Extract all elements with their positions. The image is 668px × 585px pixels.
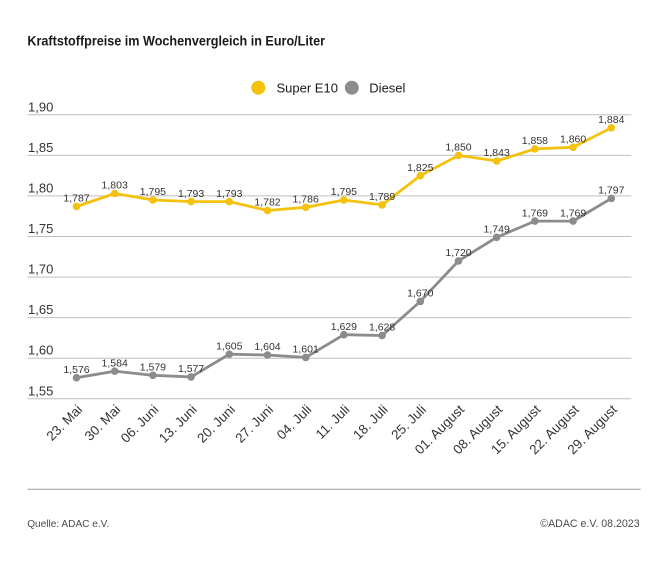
svg-text:1,789: 1,789 xyxy=(369,191,395,203)
svg-text:1,70: 1,70 xyxy=(28,262,53,277)
svg-text:1,795: 1,795 xyxy=(140,186,166,198)
svg-text:Kraftstoffpreise im Wochenverg: Kraftstoffpreise im Wochenvergleich in E… xyxy=(27,34,325,49)
svg-text:1,797: 1,797 xyxy=(598,185,624,197)
svg-text:1,720: 1,720 xyxy=(445,247,471,259)
svg-text:1,786: 1,786 xyxy=(293,194,319,206)
svg-text:1,795: 1,795 xyxy=(331,186,357,198)
svg-text:1,629: 1,629 xyxy=(331,321,357,333)
svg-text:1,749: 1,749 xyxy=(484,224,510,236)
svg-text:1,782: 1,782 xyxy=(254,197,280,209)
svg-text:1,858: 1,858 xyxy=(522,135,548,147)
svg-text:1,793: 1,793 xyxy=(216,188,242,200)
svg-text:1,601: 1,601 xyxy=(293,344,319,356)
svg-text:1,80: 1,80 xyxy=(28,180,53,195)
svg-text:Diesel: Diesel xyxy=(369,80,405,95)
svg-text:Super E10: Super E10 xyxy=(277,80,338,95)
svg-text:1,850: 1,850 xyxy=(445,142,471,154)
svg-text:1,825: 1,825 xyxy=(407,162,433,174)
svg-text:1,769: 1,769 xyxy=(522,207,548,219)
svg-text:1,787: 1,787 xyxy=(63,193,89,205)
svg-text:1,55: 1,55 xyxy=(28,383,53,398)
svg-text:1,769: 1,769 xyxy=(560,207,586,219)
svg-text:Quelle: ADAC e.V.: Quelle: ADAC e.V. xyxy=(27,519,109,530)
svg-text:1,85: 1,85 xyxy=(28,140,53,155)
svg-text:1,803: 1,803 xyxy=(102,180,128,192)
svg-text:1,628: 1,628 xyxy=(369,322,395,334)
svg-text:1,860: 1,860 xyxy=(560,134,586,146)
svg-text:1,884: 1,884 xyxy=(598,114,624,126)
svg-text:1,577: 1,577 xyxy=(178,363,204,375)
svg-text:1,605: 1,605 xyxy=(216,340,242,352)
svg-text:1,579: 1,579 xyxy=(140,362,166,374)
svg-text:1,670: 1,670 xyxy=(407,288,433,300)
svg-text:©ADAC e.V. 08.2023: ©ADAC e.V. 08.2023 xyxy=(540,518,639,530)
svg-text:1,60: 1,60 xyxy=(28,343,53,358)
svg-text:1,604: 1,604 xyxy=(254,341,280,353)
svg-text:1,584: 1,584 xyxy=(102,357,128,369)
svg-text:1,65: 1,65 xyxy=(28,302,53,317)
svg-text:1,576: 1,576 xyxy=(63,364,89,376)
svg-text:1,843: 1,843 xyxy=(484,147,510,159)
svg-text:1,90: 1,90 xyxy=(28,99,53,114)
svg-text:1,75: 1,75 xyxy=(28,221,53,236)
svg-text:1,793: 1,793 xyxy=(178,188,204,200)
